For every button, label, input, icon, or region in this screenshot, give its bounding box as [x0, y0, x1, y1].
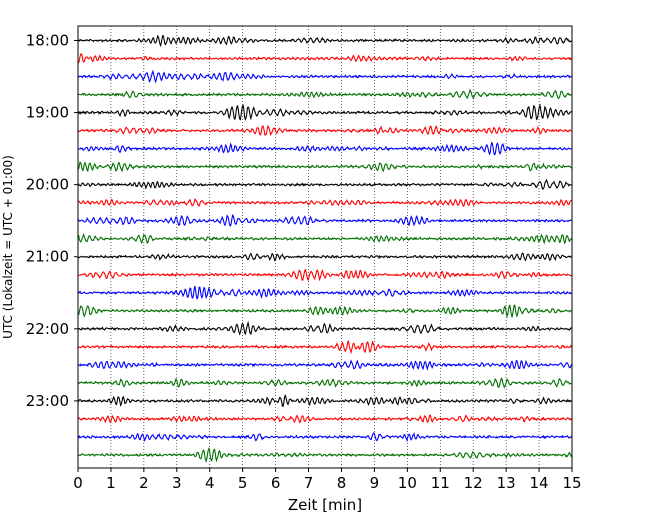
trace-line	[77, 447, 573, 464]
trace-line	[77, 103, 572, 122]
y-tick-label: 23:00	[26, 392, 69, 410]
trace-line	[77, 359, 573, 371]
trace-line	[77, 304, 572, 319]
trace-line	[77, 178, 572, 190]
y-tick-label: 20:00	[26, 176, 69, 194]
x-tick-label: 6	[271, 474, 281, 492]
x-tick-label: 9	[370, 474, 380, 492]
y-axis-label: UTC (Lokalzeit = UTC + 01:00)	[1, 155, 15, 339]
x-tick-label: 8	[337, 474, 347, 492]
trace-line	[77, 285, 572, 301]
trace-line	[77, 252, 572, 262]
x-tick-label: 1	[106, 474, 116, 492]
x-tick-label: 13	[497, 474, 516, 492]
trace-line	[77, 432, 572, 443]
trace-line	[77, 198, 572, 208]
trace-line	[77, 69, 572, 84]
x-tick-label: 5	[238, 474, 248, 492]
x-tick-label: 12	[464, 474, 483, 492]
trace-line	[77, 414, 572, 424]
x-tick-label: 2	[139, 474, 149, 492]
seismic-traces	[77, 34, 573, 464]
trace-line	[77, 376, 572, 389]
trace-line	[77, 393, 572, 408]
trace-line	[77, 34, 572, 48]
plot-frame	[77, 25, 573, 469]
x-tick-label: 4	[205, 474, 215, 492]
trace-line	[77, 52, 572, 64]
y-tick-label: 18:00	[26, 32, 69, 50]
x-tick-label: 0	[73, 474, 83, 492]
trace-line	[77, 320, 572, 336]
y-tick-label: 22:00	[26, 320, 69, 338]
y-tick-label: 19:00	[26, 104, 69, 122]
y-tick-label: 21:00	[26, 248, 69, 266]
trace-line	[77, 232, 572, 245]
trace-line	[77, 268, 572, 282]
trace-line	[77, 141, 572, 156]
trace-line	[77, 125, 572, 136]
x-tick-label: 15	[562, 474, 581, 492]
plot-background	[78, 26, 572, 468]
x-tick-label: 10	[398, 474, 417, 492]
x-axis-ticks: 0 1 2 3 4 5 6 7 8 9 10 11 12 13 14 15	[73, 468, 582, 492]
y-axis-ticks: 18:00 19:00 20:00 21:00 22:00 23:00	[26, 32, 78, 410]
trace-line	[77, 213, 572, 227]
trace-line	[77, 160, 572, 173]
trace-line	[77, 88, 572, 100]
x-tick-label: 11	[431, 474, 450, 492]
x-axis-label: Zeit [min]	[288, 496, 362, 514]
trace-line	[77, 339, 573, 355]
x-tick-label: 14	[530, 474, 549, 492]
x-tick-label: 3	[172, 474, 182, 492]
x-tick-label: 7	[304, 474, 314, 492]
